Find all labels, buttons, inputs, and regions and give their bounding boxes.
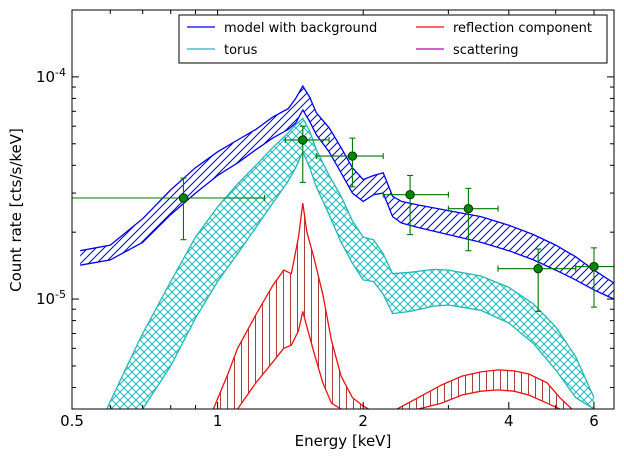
data-point-1	[72, 177, 266, 241]
data-point-4	[382, 174, 449, 236]
reflection-lower-line-high	[418, 389, 561, 409]
x-tick-label: 1	[213, 412, 223, 430]
data-point-6	[497, 248, 577, 312]
x-tick-label: 4	[504, 412, 514, 430]
data-marker	[347, 151, 358, 161]
y-tick-label: 10-5	[36, 288, 66, 308]
torus-upper-line	[106, 117, 595, 409]
data-points	[72, 125, 614, 312]
reflection-band-high	[397, 369, 572, 409]
data-point-7	[575, 247, 614, 308]
data-marker	[405, 189, 415, 200]
x-tick-label: 2	[358, 412, 368, 430]
data-marker	[533, 263, 543, 274]
legend-label-model: model with background	[224, 21, 377, 36]
legend: model with background torus reflection c…	[178, 14, 608, 64]
data-point-5	[447, 187, 499, 252]
plot-area	[80, 84, 614, 409]
model-band	[80, 86, 614, 300]
legend-box	[178, 14, 608, 64]
legend-label-scattering: scattering	[453, 43, 519, 58]
data-marker	[178, 193, 189, 203]
data-marker	[298, 135, 308, 145]
reflection-lower-line	[237, 311, 342, 409]
x-tick-label: 0.5	[60, 412, 84, 430]
x-axis-label: Energy [keV]	[295, 432, 392, 450]
y-axis-label: Count rate [cts/s/keV]	[7, 128, 25, 292]
data-marker	[463, 204, 474, 214]
data-point-2	[284, 125, 330, 183]
model-upper-line	[80, 84, 614, 284]
torus-lower-line	[142, 150, 595, 409]
axis-ticks: 0.5 1 2 4 6 10-5 10-4	[36, 9, 614, 430]
model-lower-line	[80, 108, 614, 300]
data-marker	[589, 261, 599, 272]
x-tick-label: 6	[589, 412, 599, 430]
torus-band	[106, 118, 594, 409]
y-tick-label: 10-4	[36, 66, 66, 86]
axes-frame	[71, 9, 615, 410]
reflection-upper-line	[212, 203, 369, 409]
legend-label-reflection: reflection component	[453, 21, 592, 36]
data-point-3	[315, 137, 384, 188]
reflection-upper-line-high	[396, 369, 573, 409]
legend-label-torus: torus	[224, 43, 258, 58]
reflection-band	[213, 203, 369, 409]
